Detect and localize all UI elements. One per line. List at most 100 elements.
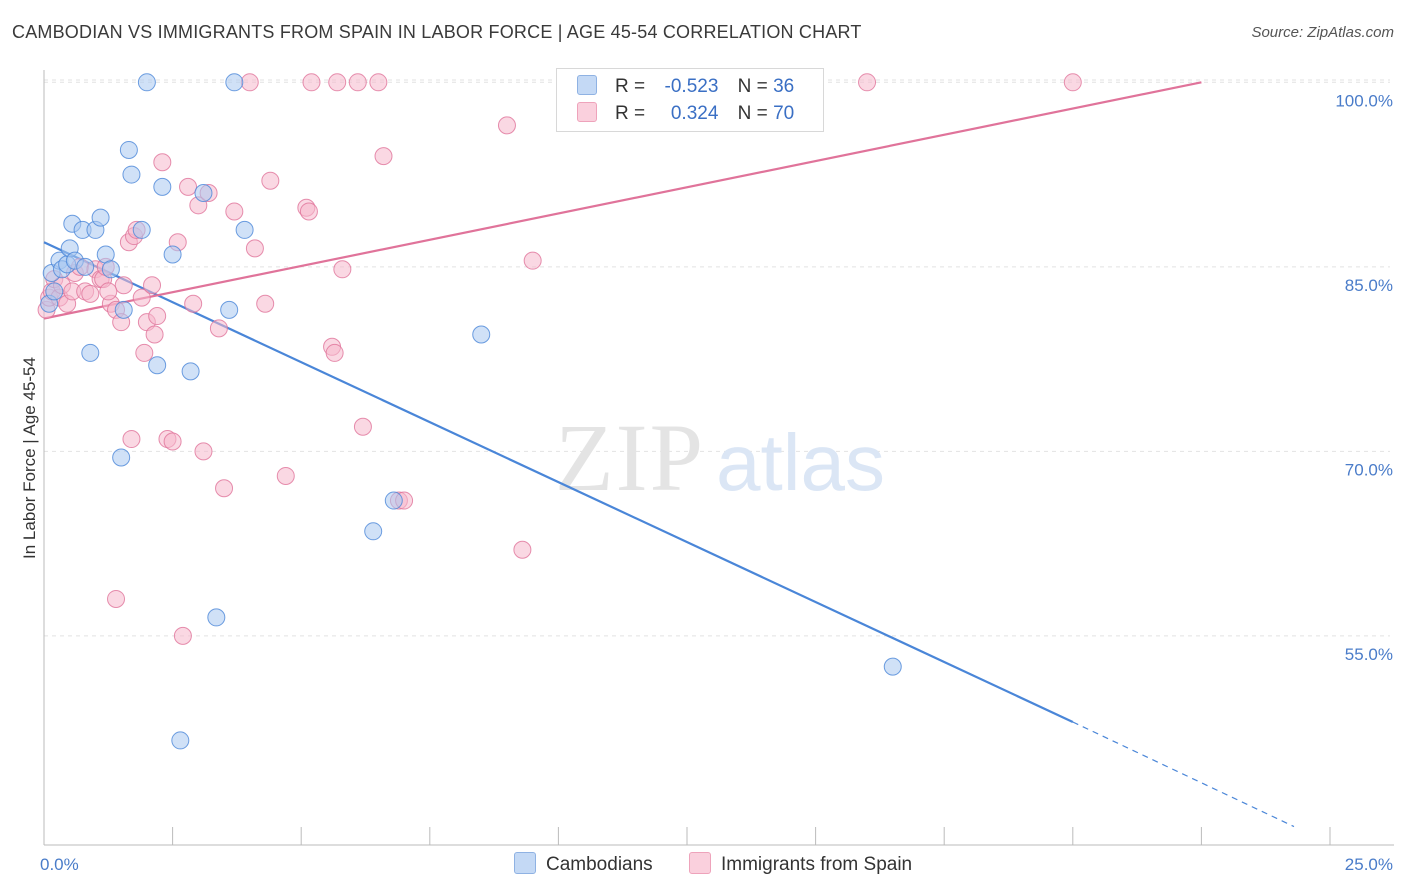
data-point	[513, 540, 532, 559]
x-tick-label: 25.0%	[1345, 855, 1393, 874]
data-point	[1063, 73, 1082, 92]
data-point	[81, 343, 100, 362]
legend-r-value: 0.324	[670, 103, 719, 124]
data-point	[145, 325, 164, 344]
stats-legend: R = -0.523 N = 36 R = 0.324 N = 70	[556, 68, 824, 132]
data-point	[137, 73, 156, 92]
data-point	[163, 245, 182, 264]
y-tick-label: 55.0%	[1345, 645, 1393, 664]
data-point	[883, 657, 902, 676]
legend-swatch-cambodians	[577, 75, 597, 95]
data-point	[91, 208, 110, 227]
bottom-legend-label-spain: Immigrants from Spain	[721, 854, 913, 875]
data-point	[114, 300, 133, 319]
data-point	[76, 257, 95, 276]
data-point	[179, 177, 198, 196]
data-point	[497, 116, 516, 135]
legend-swatch-spain	[577, 102, 597, 122]
data-point	[173, 626, 192, 645]
data-point	[119, 140, 138, 159]
data-point	[207, 608, 226, 627]
data-point	[184, 294, 203, 313]
data-point	[153, 177, 172, 196]
watermark-zip: ZIP	[555, 404, 705, 511]
trend-line	[43, 81, 1202, 320]
source-label: Source: ZipAtlas.com	[1251, 24, 1394, 41]
data-point	[523, 251, 542, 270]
data-point	[240, 73, 259, 92]
bottom-legend-label-cambodians: Cambodians	[546, 854, 653, 875]
data-point	[858, 73, 877, 92]
data-point	[132, 288, 151, 307]
data-point	[143, 276, 162, 295]
data-point	[114, 276, 133, 295]
legend-r-label: R =	[615, 76, 646, 97]
legend-r-value: -0.523	[664, 76, 719, 97]
grid-lines	[44, 79, 1390, 637]
chart-title: CAMBODIAN VS IMMIGRANTS FROM SPAIN IN LA…	[12, 22, 862, 42]
legend-n-value: 36	[773, 76, 795, 97]
legend-n-label: N =	[737, 76, 768, 97]
data-point	[215, 479, 234, 498]
data-point	[101, 260, 120, 279]
data-point	[374, 147, 393, 166]
data-points	[37, 73, 1082, 750]
data-point	[333, 260, 352, 279]
bottom-legend-spain: Immigrants from Spain	[689, 852, 912, 876]
data-point	[209, 319, 228, 338]
data-point	[135, 343, 154, 362]
data-point	[194, 442, 213, 461]
legend-r-label: R =	[615, 103, 646, 124]
bottom-legend-swatch-spain	[689, 852, 711, 874]
data-point	[181, 362, 200, 381]
y-tick-label: 70.0%	[1345, 460, 1393, 479]
data-point	[245, 239, 264, 258]
trend-line	[43, 241, 1074, 723]
legend-row-spain: R = 0.324 N = 70	[577, 102, 794, 128]
data-point	[235, 220, 254, 239]
data-point	[99, 282, 118, 301]
tick-labels: 100.0% 85.0% 70.0% 55.0% 0.0% 25.0%	[40, 91, 1393, 874]
data-point	[472, 325, 491, 344]
data-point	[148, 356, 167, 375]
data-point	[171, 731, 190, 750]
y-axis-title: In Labor Force | Age 45-54	[20, 357, 39, 559]
data-point	[112, 448, 131, 467]
data-point	[328, 73, 347, 92]
data-point	[45, 282, 64, 301]
watermark: ZIP atlas	[555, 404, 885, 511]
data-point	[153, 153, 172, 172]
data-point	[220, 300, 239, 319]
data-point	[299, 202, 318, 221]
data-point	[384, 491, 403, 510]
legend-row-cambodians: R = -0.523 N = 36	[577, 75, 794, 101]
data-point	[369, 73, 388, 92]
data-point	[256, 294, 275, 313]
bottom-legend-cambodians: Cambodians	[514, 852, 653, 876]
data-point	[122, 165, 141, 184]
trend-line-extension	[1072, 721, 1295, 828]
data-point	[132, 220, 151, 239]
data-point	[225, 202, 244, 221]
data-point	[107, 589, 126, 608]
bottom-legend-swatch-cambodians	[514, 852, 536, 874]
data-point	[148, 307, 167, 326]
data-point	[225, 73, 244, 92]
data-point	[364, 522, 383, 541]
data-point	[276, 466, 295, 485]
y-tick-label: 100.0%	[1335, 91, 1393, 110]
data-point	[81, 284, 100, 303]
watermark-atlas: atlas	[716, 418, 885, 507]
legend-n-label: N =	[737, 103, 768, 124]
data-point	[261, 171, 280, 190]
y-tick-label: 85.0%	[1345, 276, 1393, 295]
data-point	[122, 430, 141, 449]
data-point	[302, 73, 321, 92]
data-point	[353, 417, 372, 436]
data-point	[163, 432, 182, 451]
data-point	[325, 343, 344, 362]
legend-n-value: 70	[773, 103, 795, 124]
data-point	[348, 73, 367, 92]
axes	[43, 70, 1394, 846]
